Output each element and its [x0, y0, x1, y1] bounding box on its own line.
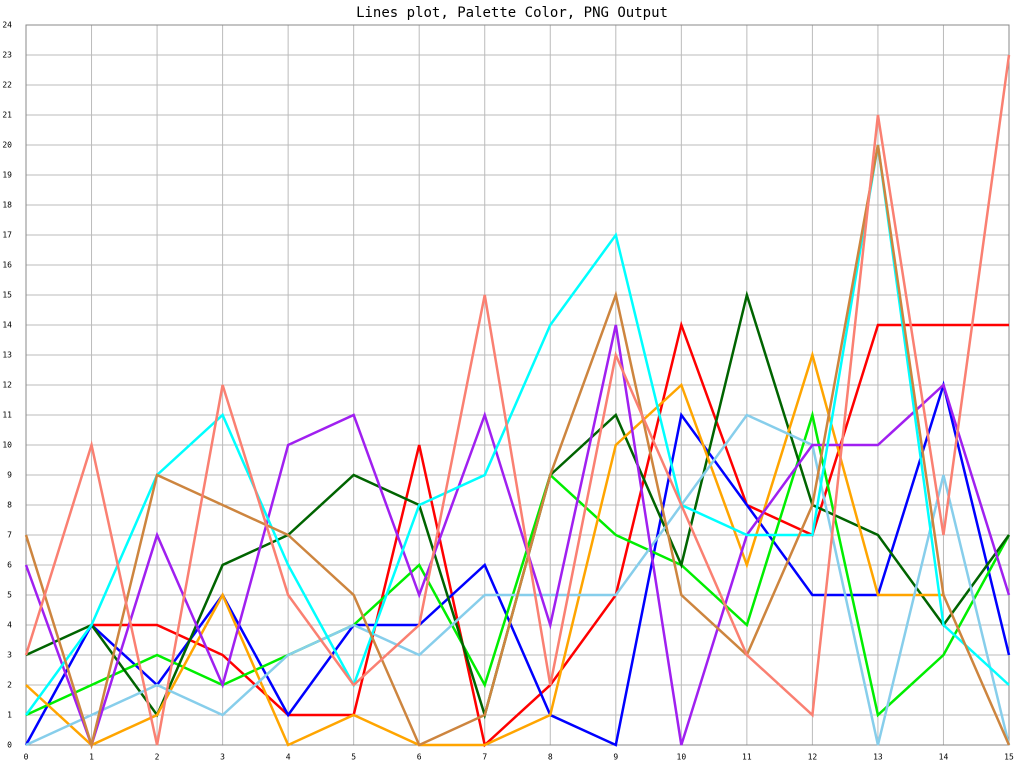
y-tick-label: 11: [2, 411, 12, 420]
y-tick-label: 5: [7, 591, 12, 600]
x-tick-label: 11: [742, 753, 752, 762]
y-tick-label: 19: [2, 171, 12, 180]
y-tick-label: 14: [2, 321, 12, 330]
y-tick-label: 4: [7, 621, 12, 630]
x-tick-label: 10: [677, 753, 687, 762]
y-tick-label: 18: [2, 201, 12, 210]
y-tick-label: 3: [7, 651, 12, 660]
y-tick-label: 16: [2, 261, 12, 270]
y-tick-label: 17: [2, 231, 12, 240]
y-tick-label: 20: [2, 141, 12, 150]
y-tick-label: 10: [2, 441, 12, 450]
y-tick-label: 1: [7, 711, 12, 720]
chart-title: Lines plot, Palette Color, PNG Output: [356, 5, 668, 21]
y-tick-label: 15: [2, 291, 12, 300]
x-tick-label: 5: [351, 753, 356, 762]
y-tick-label: 0: [7, 741, 12, 750]
plot-frame: [25, 24, 1010, 746]
x-tick-label: 2: [155, 753, 160, 762]
y-tick-label: 13: [2, 351, 12, 360]
series-line: [24, 324, 1011, 749]
x-tick-label: 1: [89, 753, 94, 762]
series-line: [24, 54, 1011, 746]
series-line: [24, 144, 1010, 716]
y-tick-label: 23: [2, 51, 12, 60]
x-tick-label: 8: [548, 753, 553, 762]
y-tick-label: 21: [2, 111, 12, 120]
x-tick-label: 3: [220, 753, 225, 762]
y-tick-label: 24: [2, 21, 12, 30]
x-tick-label: 15: [1004, 753, 1014, 762]
series-line: [24, 144, 1011, 750]
x-tick-label: 6: [417, 753, 422, 762]
y-tick-label: 6: [7, 561, 12, 570]
x-tick-label: 12: [808, 753, 818, 762]
series-line: [25, 410, 1011, 718]
y-tick-label: 7: [7, 531, 12, 540]
x-tick-label: 4: [286, 753, 291, 762]
x-tick-label: 9: [613, 753, 618, 762]
x-tick-label: 7: [482, 753, 487, 762]
y-tick-label: 8: [7, 501, 12, 510]
y-tick-label: 22: [2, 81, 12, 90]
y-tick-label: 2: [7, 681, 12, 690]
x-tick-label: 14: [939, 753, 949, 762]
x-tick-label: 13: [873, 753, 883, 762]
y-tick-label: 9: [7, 471, 12, 480]
series-line: [25, 350, 944, 747]
x-tick-label: 0: [24, 753, 29, 762]
y-tick-label: 12: [2, 381, 12, 390]
